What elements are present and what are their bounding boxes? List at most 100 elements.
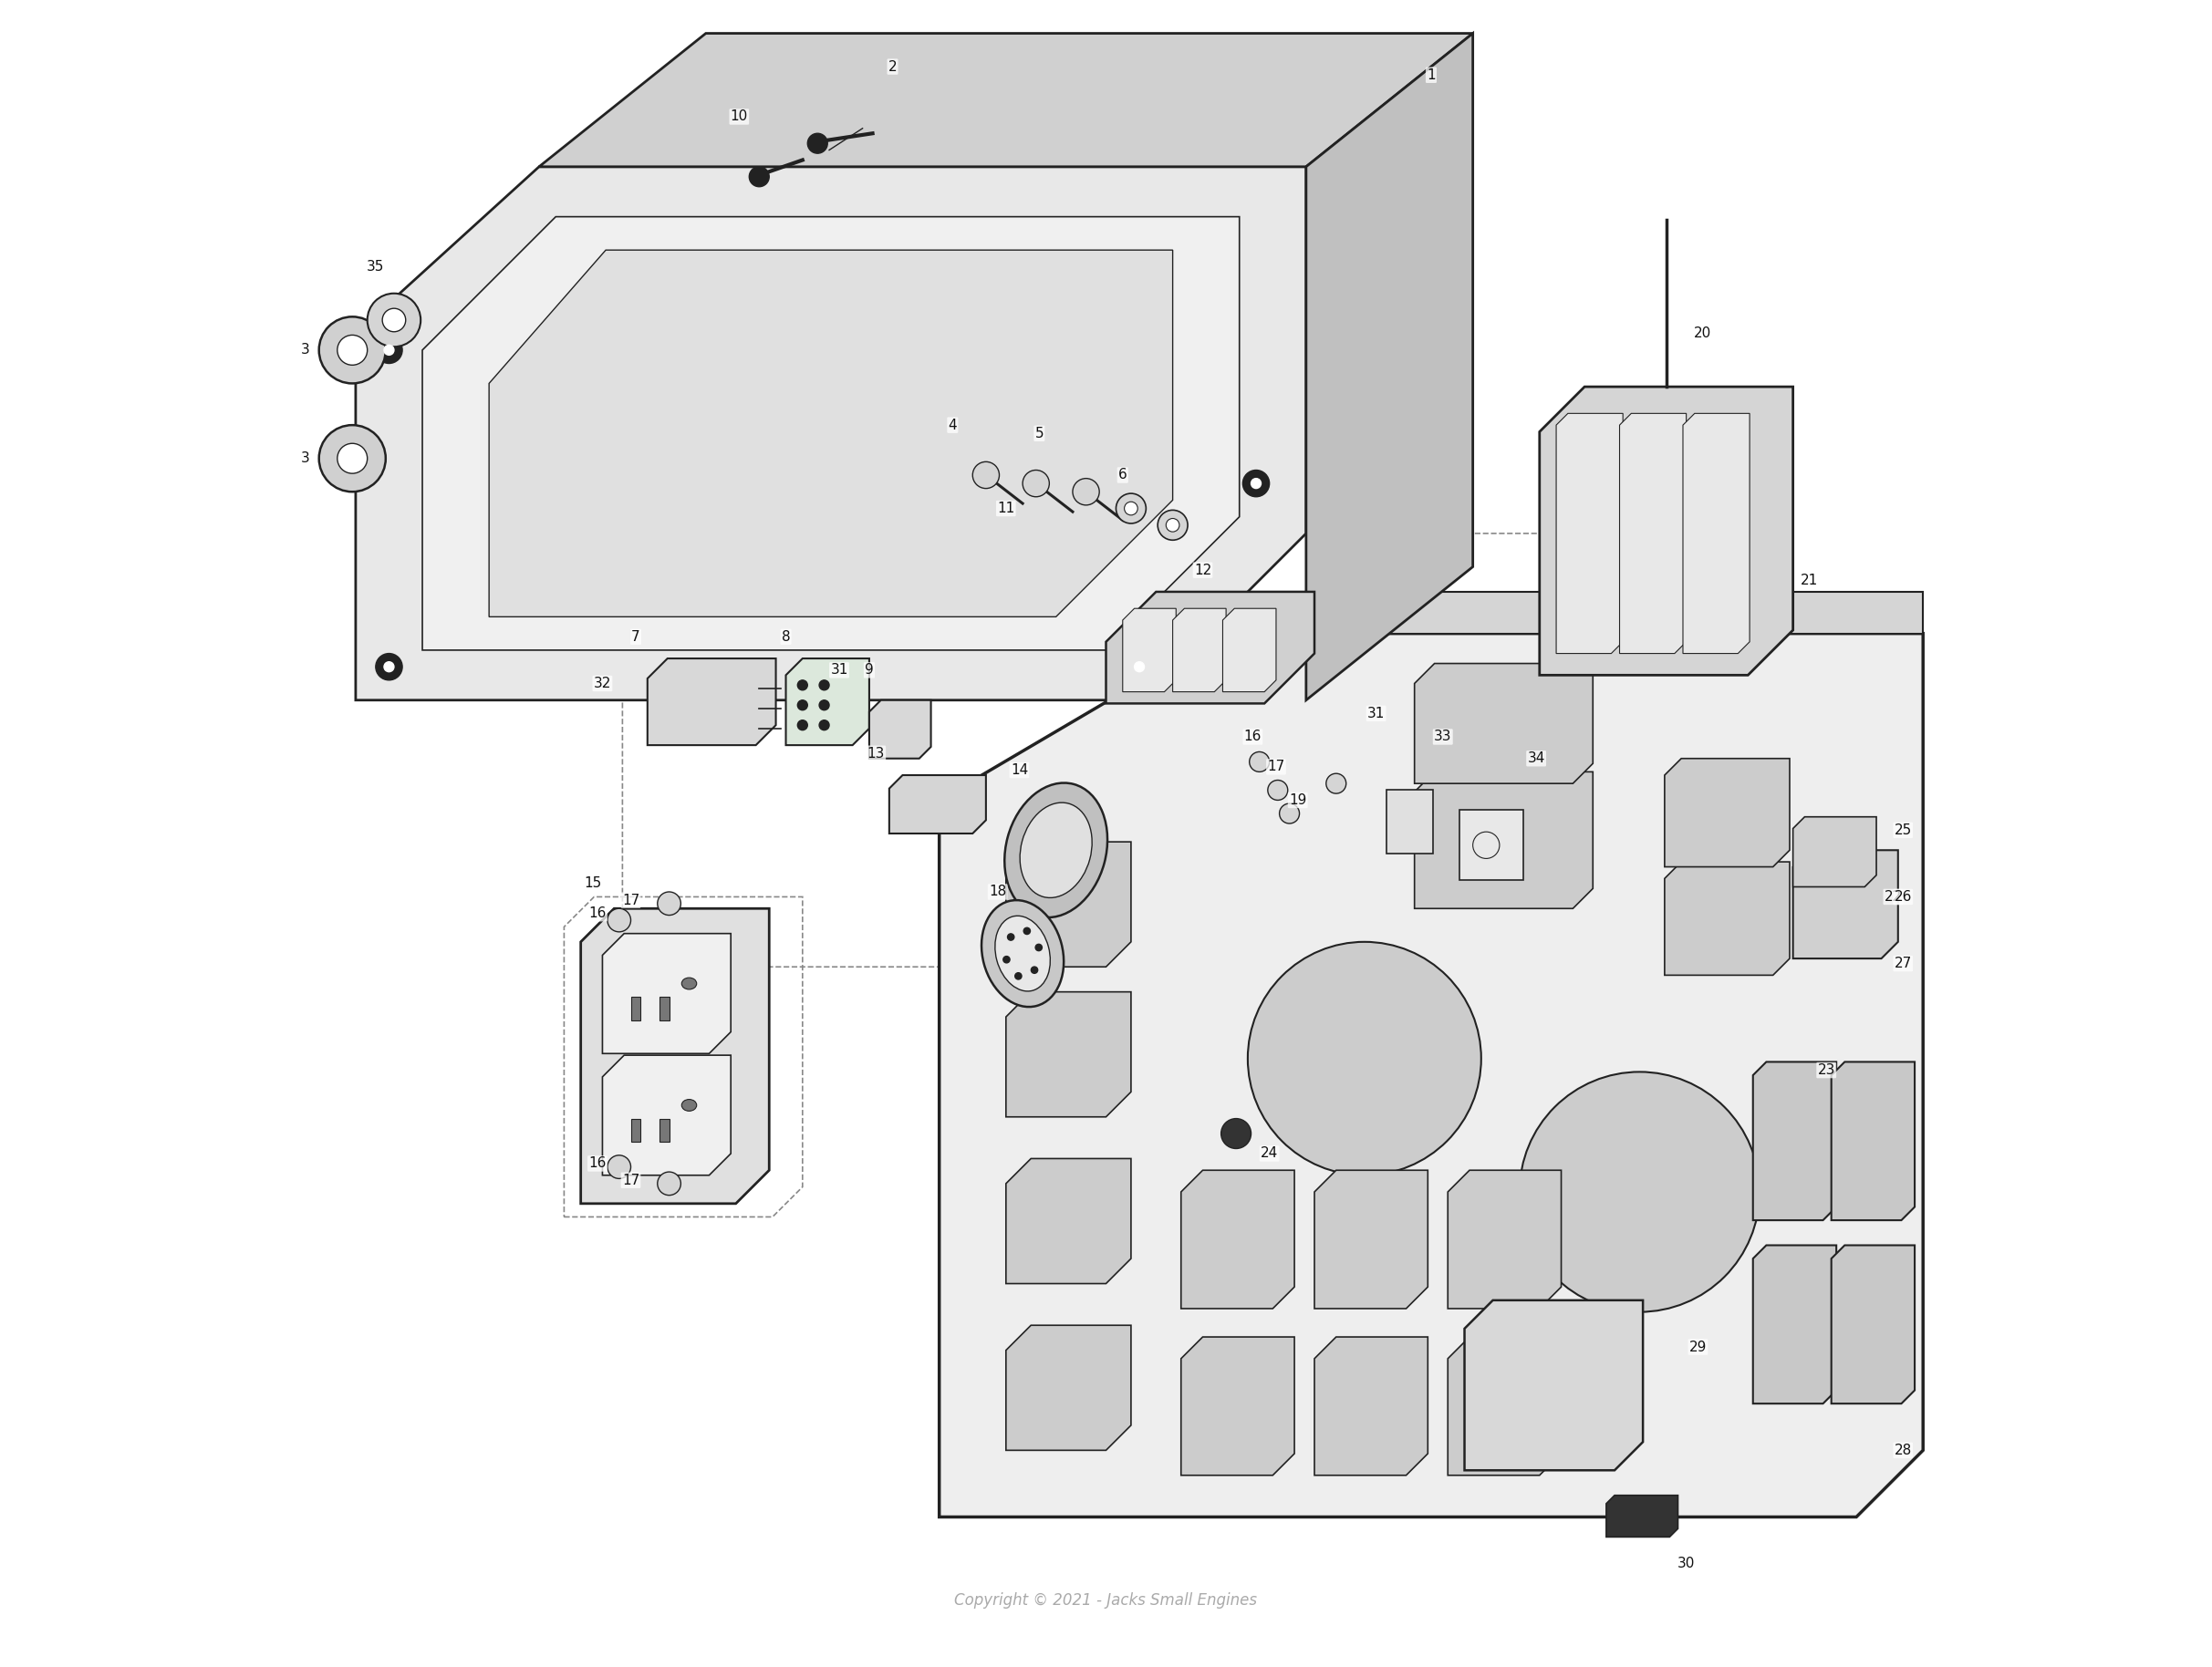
Circle shape: [1035, 944, 1042, 950]
Text: 17: 17: [622, 894, 639, 907]
Polygon shape: [1006, 992, 1130, 1117]
Text: 17: 17: [1267, 760, 1285, 773]
Polygon shape: [1557, 413, 1624, 653]
Circle shape: [1166, 518, 1179, 532]
Polygon shape: [582, 909, 770, 1204]
Circle shape: [799, 700, 807, 710]
Polygon shape: [602, 1055, 730, 1175]
Text: 25: 25: [1893, 823, 1911, 837]
Polygon shape: [1752, 1062, 1836, 1220]
Ellipse shape: [982, 900, 1064, 1007]
Circle shape: [1267, 780, 1287, 800]
Bar: [630, 1119, 641, 1142]
Ellipse shape: [681, 1100, 697, 1112]
Circle shape: [1004, 957, 1011, 964]
Polygon shape: [1181, 1337, 1294, 1475]
Circle shape: [818, 720, 830, 730]
Text: 2: 2: [889, 60, 896, 73]
Polygon shape: [1832, 1245, 1916, 1404]
Polygon shape: [1106, 592, 1314, 703]
Text: 20: 20: [1694, 327, 1712, 340]
Circle shape: [1124, 502, 1137, 515]
Circle shape: [1015, 974, 1022, 980]
Text: 19: 19: [1290, 793, 1307, 807]
Circle shape: [383, 308, 405, 332]
Bar: [659, 1119, 670, 1142]
Text: 26: 26: [1893, 890, 1911, 904]
Polygon shape: [869, 700, 931, 758]
Text: 27: 27: [1893, 957, 1911, 970]
Text: 30: 30: [1677, 1557, 1694, 1570]
Polygon shape: [489, 250, 1172, 617]
Polygon shape: [1172, 608, 1225, 692]
Text: 24: 24: [1261, 1147, 1279, 1160]
Text: 32: 32: [593, 677, 611, 690]
Circle shape: [319, 317, 385, 383]
Text: 9: 9: [865, 663, 874, 677]
Ellipse shape: [681, 977, 697, 990]
Polygon shape: [1314, 1337, 1427, 1475]
Text: 31: 31: [830, 663, 847, 677]
Circle shape: [1006, 934, 1013, 940]
Circle shape: [750, 167, 770, 187]
Circle shape: [657, 892, 681, 915]
Polygon shape: [648, 658, 776, 745]
Polygon shape: [1666, 862, 1790, 975]
Polygon shape: [1606, 1495, 1679, 1537]
Circle shape: [1252, 478, 1261, 488]
Circle shape: [367, 293, 420, 347]
Circle shape: [657, 1172, 681, 1195]
Text: 13: 13: [867, 747, 885, 760]
Text: 12: 12: [1194, 563, 1212, 577]
Circle shape: [608, 909, 630, 932]
Polygon shape: [1752, 1245, 1836, 1404]
Circle shape: [818, 680, 830, 690]
Polygon shape: [1666, 758, 1790, 867]
Polygon shape: [940, 633, 1922, 1517]
Circle shape: [1022, 470, 1048, 497]
Circle shape: [376, 337, 403, 363]
Circle shape: [1024, 927, 1031, 934]
Polygon shape: [1314, 1170, 1427, 1309]
Text: 1: 1: [1427, 68, 1436, 82]
Circle shape: [1031, 967, 1037, 974]
Text: 31: 31: [1367, 707, 1385, 720]
Ellipse shape: [1020, 802, 1093, 899]
Circle shape: [1279, 803, 1298, 823]
Circle shape: [1248, 942, 1482, 1175]
Polygon shape: [1449, 1170, 1562, 1309]
Text: 3: 3: [301, 343, 310, 357]
Circle shape: [1221, 1119, 1252, 1149]
Circle shape: [385, 662, 394, 672]
Ellipse shape: [995, 915, 1051, 992]
Polygon shape: [889, 775, 987, 834]
Text: 3: 3: [301, 452, 310, 465]
Circle shape: [1243, 470, 1270, 497]
Text: 35: 35: [367, 260, 385, 273]
Text: 28: 28: [1893, 1444, 1911, 1457]
Text: 18: 18: [989, 885, 1006, 899]
Text: 22: 22: [1885, 890, 1902, 904]
Text: 7: 7: [630, 630, 639, 643]
Polygon shape: [1619, 413, 1686, 653]
Circle shape: [973, 462, 1000, 488]
Bar: [1387, 790, 1433, 854]
Text: 21: 21: [1801, 573, 1818, 587]
Circle shape: [1126, 653, 1152, 680]
Polygon shape: [1413, 663, 1593, 783]
Text: 23: 23: [1818, 1064, 1836, 1077]
Circle shape: [1157, 510, 1188, 540]
Circle shape: [818, 700, 830, 710]
Polygon shape: [1794, 817, 1876, 887]
Polygon shape: [1540, 387, 1794, 675]
Circle shape: [319, 425, 385, 492]
Polygon shape: [1683, 413, 1750, 653]
Text: 29: 29: [1690, 1340, 1708, 1354]
Text: 11: 11: [998, 502, 1015, 515]
Text: 34: 34: [1526, 752, 1544, 765]
Circle shape: [1250, 752, 1270, 772]
Circle shape: [1520, 1072, 1759, 1312]
Circle shape: [1327, 773, 1347, 793]
Polygon shape: [1223, 608, 1276, 692]
Text: 17: 17: [622, 1174, 639, 1187]
